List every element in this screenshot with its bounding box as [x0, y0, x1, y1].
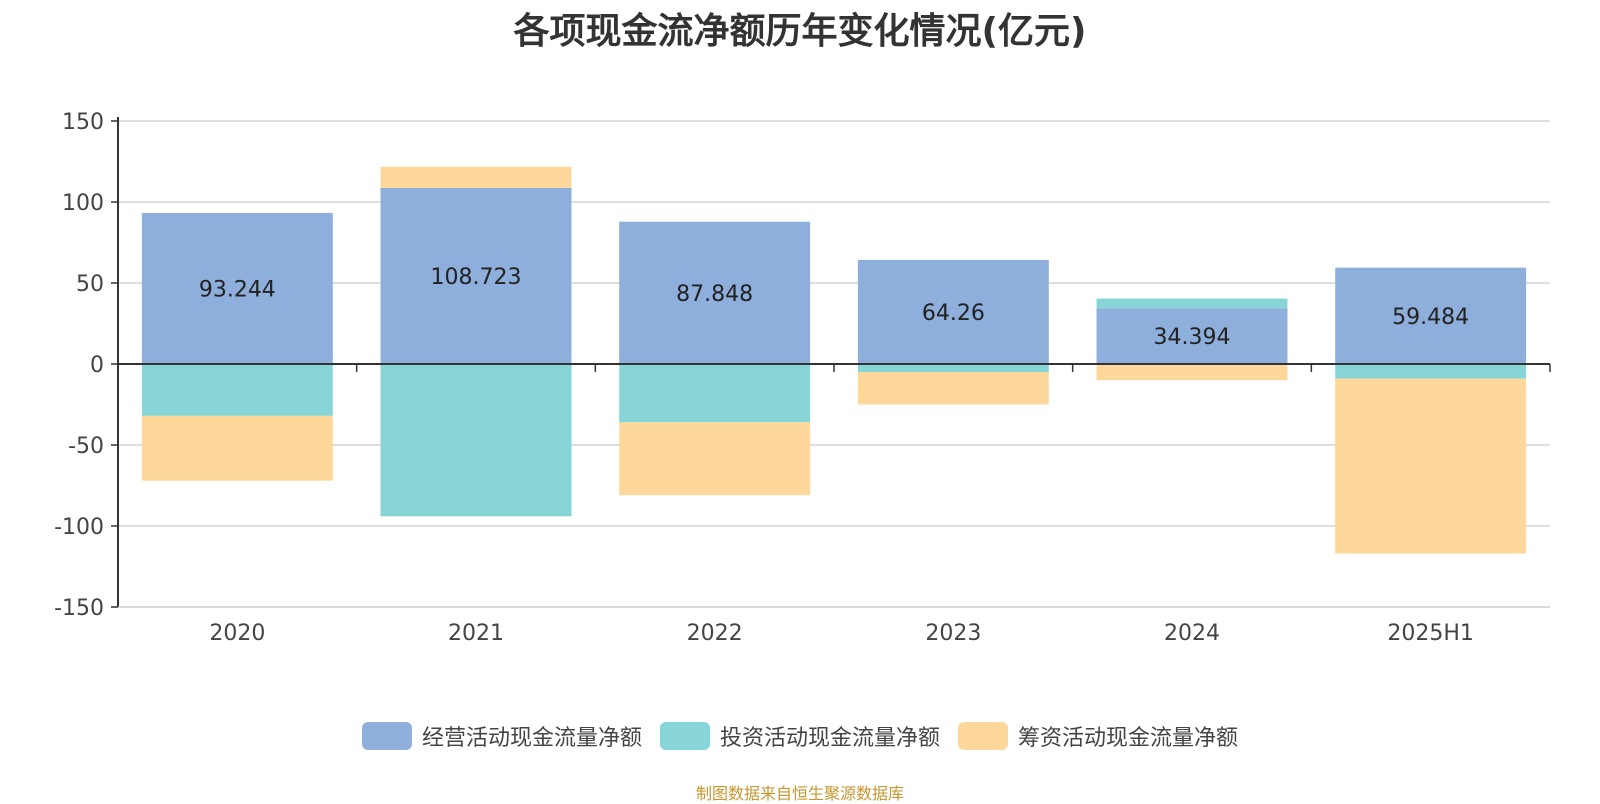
bar-financing-2021 — [380, 166, 572, 188]
bar-operating-2023 — [857, 259, 1049, 364]
bar-operating-2020 — [141, 212, 333, 364]
chart-plot: 150 100 50 0 -50 -100 -150 2020 2021 2022 2023 2024… — [54, 110, 1551, 646]
y-tick-label: -150 — [54, 596, 104, 621]
legend-item-investing[interactable]: 投资活动现金流量净额 — [659, 720, 940, 752]
y-tick-label: 100 — [62, 191, 104, 216]
bar-operating-2025H1 — [1335, 267, 1527, 364]
legend-label-investing: 投资活动现金流量净额 — [719, 726, 940, 751]
bar-financing-2025H1 — [1335, 378, 1527, 554]
bar-financing-2020 — [141, 415, 333, 481]
data-label: 93.244 — [199, 277, 276, 302]
bar-investing-2023 — [857, 364, 1049, 373]
y-tick-label: -50 — [68, 434, 104, 459]
x-tick-label: 2021 — [448, 621, 504, 646]
bar-operating-2024 — [1096, 308, 1288, 364]
y-tick-label: 50 — [76, 272, 104, 297]
data-label: 64.26 — [922, 301, 985, 326]
legend-label-financing: 筹资活动现金流量净额 — [1018, 726, 1239, 751]
legend-swatch-investing — [659, 722, 710, 750]
x-tick-label: 2023 — [925, 621, 981, 646]
x-tick-label: 2020 — [209, 621, 265, 646]
bar-operating-2022 — [619, 221, 811, 364]
y-tick-label: -100 — [54, 515, 104, 540]
bar-financing-2023 — [857, 372, 1049, 405]
bar-investing-2021 — [380, 364, 572, 517]
y-tick-label: 150 — [62, 110, 104, 135]
data-label: 87.848 — [676, 282, 753, 307]
data-label: 59.484 — [1392, 305, 1469, 330]
data-label: 34.394 — [1154, 325, 1231, 350]
legend: 经营活动现金流量净额 投资活动现金流量净额 筹资活动现金流量净额 — [0, 720, 1600, 752]
legend-label-operating: 经营活动现金流量净额 — [421, 726, 642, 751]
data-label: 108.723 — [431, 265, 522, 290]
bar-investing-2022 — [619, 364, 811, 423]
source-note: 制图数据来自恒生聚源数据库 — [695, 784, 904, 803]
bar-investing-2024 — [1096, 298, 1288, 309]
legend-swatch-financing — [958, 722, 1008, 750]
bar-financing-2024 — [1096, 364, 1288, 381]
chart-title: 各项现金流净额历年变化情况(亿元) — [513, 11, 1087, 52]
bar-financing-2022 — [619, 422, 811, 496]
legend-item-operating[interactable]: 经营活动现金流量净额 — [361, 720, 642, 752]
legend-item-financing[interactable]: 筹资活动现金流量净额 — [958, 720, 1238, 752]
legend-swatch-operating — [361, 722, 412, 750]
bar-operating-2021 — [380, 187, 572, 364]
x-tick-label: 2022 — [687, 621, 743, 646]
x-tick-label: 2024 — [1164, 621, 1220, 646]
bar-investing-2020 — [141, 364, 333, 416]
x-tick-label: 2025H1 — [1387, 621, 1474, 646]
bar-investing-2025H1 — [1335, 364, 1527, 379]
y-tick-label: 0 — [90, 353, 104, 378]
